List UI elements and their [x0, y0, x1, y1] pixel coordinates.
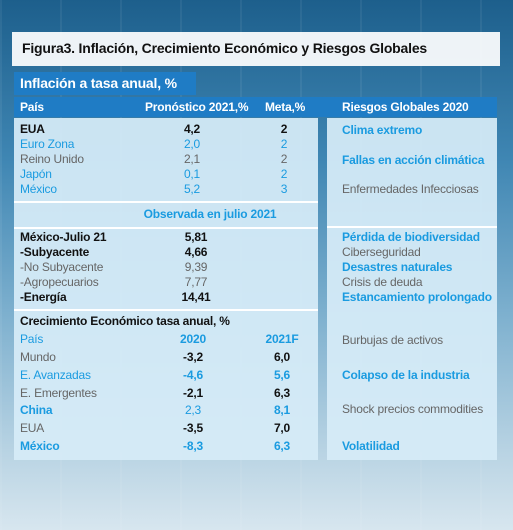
- cell: México: [20, 182, 57, 196]
- risk-item: Fallas en acción climática: [342, 153, 485, 167]
- cell: México-Julio 21: [20, 230, 107, 244]
- cell: 7,77: [184, 275, 208, 289]
- cell: -Agropecuarios: [20, 275, 99, 289]
- risk-item: Crisis de deuda: [342, 275, 423, 289]
- cell: EUA: [20, 122, 45, 136]
- cell: E. Emergentes: [20, 386, 97, 400]
- risk-item: Volatilidad: [342, 439, 400, 453]
- separator: [14, 309, 318, 311]
- figure-title: Figura3. Inflación, Crecimiento Económic…: [22, 40, 427, 56]
- cell: 0,1: [183, 167, 201, 181]
- cell: 5,81: [184, 230, 208, 244]
- risk-item: Shock precios commodities: [342, 402, 484, 416]
- section-tab: [14, 72, 196, 95]
- risk-item: Colapso de la industria: [342, 368, 470, 382]
- cell: 2: [280, 137, 288, 151]
- column-header: Pronóstico 2021,%: [145, 100, 249, 114]
- risk-item: Burbujas de activos: [342, 333, 443, 347]
- risk-item: Ciberseguridad: [342, 245, 421, 259]
- cell: -Subyacente: [20, 245, 90, 259]
- header-bar: [14, 97, 497, 117]
- cell: 5,6: [273, 368, 291, 382]
- cell: 2: [280, 122, 288, 136]
- cell: 14,41: [181, 290, 211, 304]
- cell: -8,3: [183, 439, 203, 453]
- column-header: País: [20, 332, 44, 346]
- cell: 6,0: [273, 350, 291, 364]
- cell: 2,0: [183, 137, 201, 151]
- column-header: País: [20, 100, 44, 114]
- separator: [14, 227, 318, 229]
- cell: 2,3: [184, 403, 202, 417]
- column-header: 2021F: [265, 332, 299, 346]
- section-title: Inflación a tasa anual, %: [20, 75, 177, 91]
- cell: Mundo: [20, 350, 56, 364]
- cell: Reino Unido: [20, 152, 84, 166]
- cell: -No Subyacente: [20, 260, 104, 274]
- cell: -3,2: [183, 350, 203, 364]
- cell: E. Avanzadas: [20, 368, 91, 382]
- cell: EUA: [20, 421, 45, 435]
- cell: 7,0: [273, 421, 291, 435]
- separator: [327, 226, 497, 228]
- cell: 4,2: [183, 122, 201, 136]
- cell: México: [20, 439, 60, 453]
- cell: 6,3: [273, 386, 291, 400]
- risk-item: Desastres naturales: [342, 260, 453, 274]
- cell: 5,2: [183, 182, 201, 196]
- cell: 9,39: [184, 260, 208, 274]
- risk-item: Enfermedades Infecciosas: [342, 182, 479, 196]
- subsection-title: Crecimiento Económico tasa anual, %: [20, 314, 230, 328]
- cell: 4,66: [184, 245, 208, 259]
- column-header: 2020: [180, 332, 206, 346]
- cell: -2,1: [183, 386, 203, 400]
- subsection-title: Observada en julio 2021: [143, 207, 277, 221]
- risk-item: Clima extremo: [342, 123, 423, 137]
- risk-item: Estancamiento prolongado: [342, 290, 492, 304]
- right-panel: [327, 118, 497, 460]
- cell: 2: [280, 167, 288, 181]
- cell: Japón: [20, 167, 52, 181]
- separator: [14, 201, 318, 203]
- cell: -Energía: [20, 290, 67, 304]
- risk-item: Pérdida de biodiversidad: [342, 230, 480, 244]
- cell: 6,3: [273, 439, 291, 453]
- cell: Euro Zona: [20, 137, 75, 151]
- cell: 8,1: [273, 403, 291, 417]
- column-header: Meta,%: [265, 100, 306, 114]
- cell: 2: [280, 152, 288, 166]
- column-header: Riesgos Globales 2020: [342, 100, 469, 114]
- cell: 2,1: [183, 152, 201, 166]
- cell: China: [20, 403, 53, 417]
- cell: -3,5: [183, 421, 203, 435]
- title-band: [12, 32, 500, 66]
- cell: 3: [280, 182, 288, 196]
- cell: -4,6: [183, 368, 203, 382]
- left-panel: [14, 118, 318, 460]
